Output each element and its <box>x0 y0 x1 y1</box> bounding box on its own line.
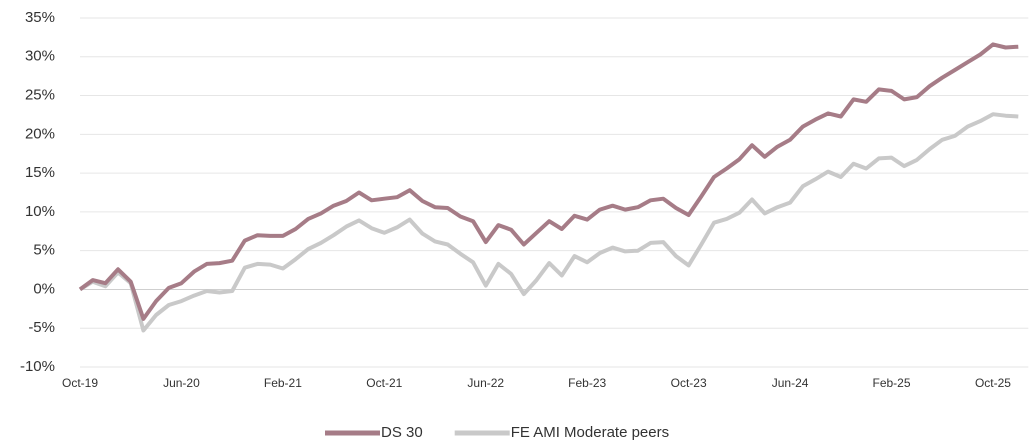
legend-label: FE AMI Moderate peers <box>511 424 669 441</box>
x-tick-label: Jun-22 <box>467 376 504 390</box>
series-line <box>78 112 1019 333</box>
y-tick-label: 0% <box>33 280 55 297</box>
x-tick-label: Jun-24 <box>772 376 809 390</box>
x-tick-label: Jun-20 <box>163 376 200 390</box>
legend-label: DS 30 <box>381 424 423 441</box>
x-tick-label: Oct-19 <box>62 376 98 390</box>
x-tick-label: Feb-25 <box>873 376 911 390</box>
x-tick-label: Feb-23 <box>568 376 606 390</box>
y-tick-label: -10% <box>20 358 55 375</box>
series-line <box>78 42 1019 321</box>
y-tick-label: 20% <box>25 125 55 142</box>
y-tick-label: 30% <box>25 48 55 65</box>
y-tick-label: 25% <box>25 87 55 104</box>
y-tick-label: 35% <box>25 9 55 26</box>
x-tick-label: Feb-21 <box>264 376 302 390</box>
y-tick-label: -5% <box>28 319 55 336</box>
x-tick-label: Oct-21 <box>366 376 402 390</box>
y-tick-label: 5% <box>33 242 55 259</box>
x-tick-label: Oct-23 <box>671 376 707 390</box>
y-tick-label: 15% <box>25 164 55 181</box>
y-tick-label: 10% <box>25 203 55 220</box>
x-tick-label: Oct-25 <box>975 376 1011 390</box>
